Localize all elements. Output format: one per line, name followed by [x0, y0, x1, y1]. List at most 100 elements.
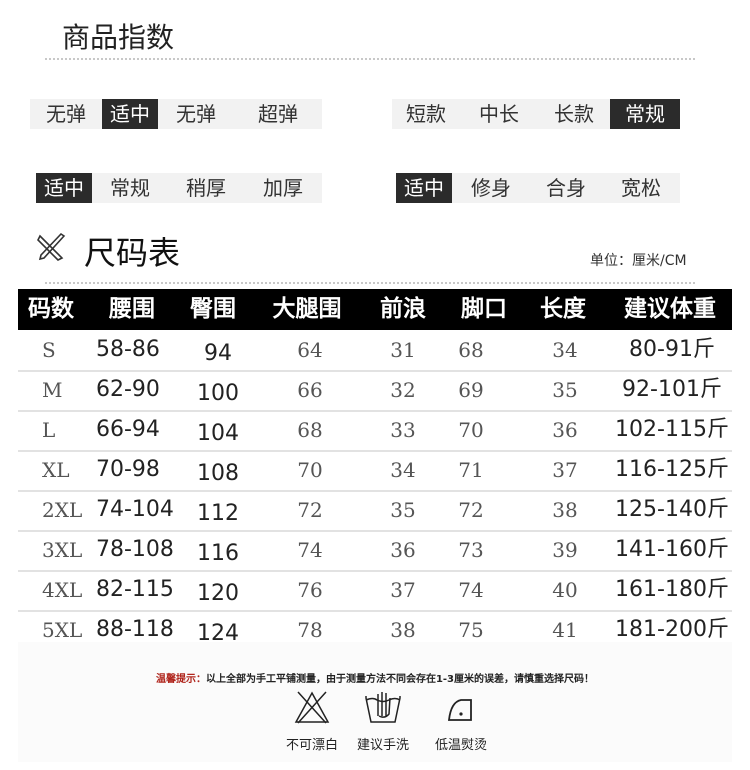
- table-cell: 92-101斤: [622, 377, 722, 402]
- option-chip[interactable]: 常规: [110, 176, 150, 200]
- table-cell: 76: [297, 578, 323, 602]
- hand-wash-icon: [365, 692, 401, 723]
- column-header: 前浪: [380, 296, 426, 322]
- table-cell: 71: [458, 458, 484, 482]
- table-cell: 74: [458, 578, 484, 602]
- table-cell: 74: [297, 538, 323, 562]
- option-chip[interactable]: 中长: [479, 102, 519, 126]
- table-cell: 66-94: [96, 417, 160, 442]
- table-cell: 82-115: [96, 577, 174, 602]
- table-cell: 141-160斤: [615, 537, 729, 562]
- table-cell: 36: [390, 538, 416, 562]
- table-cell: 70-98: [96, 457, 160, 482]
- table-cell: 3XL: [42, 538, 83, 562]
- table-cell: XL: [42, 458, 70, 482]
- column-header: 建议体重: [624, 296, 716, 322]
- table-cell: 32: [390, 378, 416, 402]
- table-cell: 102-115斤: [615, 417, 729, 442]
- thickness-selector: 适中 常规 稍厚 加厚: [36, 173, 322, 203]
- table-cell: 108: [197, 461, 239, 486]
- table-cell: 58-86: [96, 337, 160, 362]
- option-chip-selected[interactable]: 适中: [36, 173, 92, 203]
- table-cell: 80-91斤: [629, 337, 715, 362]
- table-cell: 33: [390, 418, 416, 442]
- table-row: XL 70-98 108 70 34 71 37 116-125斤: [18, 450, 732, 492]
- table-cell: 40: [552, 578, 578, 602]
- ruler-pencil-icon: [37, 232, 66, 261]
- table-cell: 88-118: [96, 617, 174, 642]
- table-cell: 72: [458, 498, 484, 522]
- table-row: 4XL 82-115 120 76 37 74 40 161-180斤: [18, 570, 732, 612]
- option-chip-selected[interactable]: 适中: [396, 173, 452, 203]
- table-cell: 78: [297, 618, 323, 642]
- product-index-title: 商品指数: [62, 21, 175, 54]
- option-chip[interactable]: 合身: [546, 176, 586, 200]
- notice: 温馨提示：以上全部为手工平铺测量，由于测量方法不同会存在1-3厘米的误差，请慎重…: [0, 670, 750, 685]
- table-row: S 58-86 94 64 31 68 34 80-91斤: [18, 330, 732, 372]
- table-cell: 74-104: [96, 497, 174, 522]
- elasticity-selector: 无弹 适中 无弹 超弹: [30, 99, 322, 129]
- table-cell: 100: [197, 381, 239, 406]
- table-row: 2XL 74-104 112 72 35 72 38 125-140斤: [18, 490, 732, 532]
- table-cell: 64: [297, 338, 323, 362]
- column-header: 码数: [28, 296, 74, 322]
- table-cell: 4XL: [42, 578, 83, 602]
- option-chip-selected[interactable]: 常规: [610, 99, 680, 129]
- table-cell: 69: [458, 378, 484, 402]
- option-chip[interactable]: 无弹: [176, 102, 216, 126]
- table-cell: 35: [552, 378, 578, 402]
- table-row: M 62-90 100 66 32 69 35 92-101斤: [18, 370, 732, 412]
- option-chip[interactable]: 宽松: [621, 176, 661, 200]
- care-label: 建议手洗: [356, 738, 409, 753]
- table-cell: 62-90: [96, 377, 160, 402]
- table-cell: 124: [197, 621, 239, 646]
- table-cell: 41: [552, 618, 578, 642]
- option-chip[interactable]: 稍厚: [186, 176, 226, 200]
- table-row: 3XL 78-108 116 74 36 73 39 141-160斤: [18, 530, 732, 572]
- footer: [18, 642, 732, 762]
- table-cell: 2XL: [42, 498, 83, 522]
- option-chip[interactable]: 加厚: [263, 176, 303, 200]
- table-cell: 38: [390, 618, 416, 642]
- length-selector: 短款 中长 长款 常规: [392, 99, 680, 129]
- table-cell: 181-200斤: [615, 617, 729, 642]
- option-chip-selected[interactable]: 适中: [102, 99, 158, 129]
- table-cell: 125-140斤: [615, 497, 729, 522]
- care-hand-wash: 建议手洗: [338, 690, 428, 753]
- low-iron-icon: [447, 699, 472, 721]
- table-cell: 70: [458, 418, 484, 442]
- table-cell: 112: [197, 501, 239, 526]
- option-chip[interactable]: 超弹: [258, 102, 298, 126]
- no-bleach-icon: [294, 691, 330, 724]
- care-label: 不可漂白: [285, 738, 338, 753]
- column-header: 大腿围: [272, 296, 342, 322]
- option-chip[interactable]: 长款: [554, 102, 594, 126]
- size-chart-title: 尺码表: [84, 234, 181, 272]
- option-chip[interactable]: 短款: [406, 102, 446, 126]
- care-no-bleach: 不可漂白: [267, 690, 357, 753]
- table-cell: 66: [297, 378, 323, 402]
- table-cell: L: [42, 418, 56, 442]
- table-cell: 34: [552, 338, 578, 362]
- table-cell: 37: [552, 458, 578, 482]
- table-cell: 78-108: [96, 537, 174, 562]
- table-cell: 37: [390, 578, 416, 602]
- table-cell: 75: [458, 618, 484, 642]
- option-chip[interactable]: 无弹: [46, 102, 86, 126]
- table-cell: M: [42, 378, 63, 402]
- care-low-iron: 低温熨烫: [416, 690, 506, 753]
- table-cell: 73: [458, 538, 484, 562]
- table-cell: 39: [552, 538, 578, 562]
- table-header: 码数 腰围 臀围 大腿围 前浪 脚口 长度 建议体重: [18, 289, 732, 330]
- column-header: 脚口: [461, 296, 507, 322]
- column-header: 腰围: [109, 296, 155, 322]
- column-header: 臀围: [190, 296, 236, 322]
- table-cell: 31: [390, 338, 416, 362]
- option-chip[interactable]: 修身: [471, 176, 511, 200]
- table-cell: 38: [552, 498, 578, 522]
- column-header: 长度: [540, 296, 586, 322]
- table-cell: 94: [204, 341, 232, 366]
- table-cell: 116-125斤: [615, 457, 729, 482]
- divider: [45, 58, 695, 60]
